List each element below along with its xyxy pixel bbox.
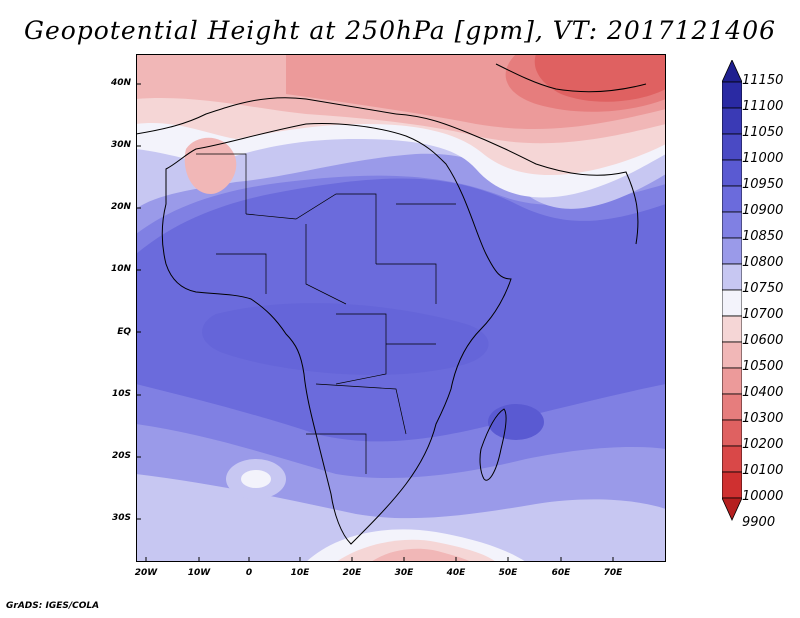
band-south-10500	[371, 548, 471, 562]
colorbar-label: 10500	[742, 359, 784, 374]
footer-credit: GrADS: IGES/COLA	[6, 601, 100, 611]
colorbar-label: 10300	[742, 411, 784, 426]
colorbar-label: 10100	[742, 463, 784, 478]
coastlines	[136, 63, 647, 545]
lon-label-20e: 20E	[342, 568, 362, 578]
band-10200	[534, 54, 666, 102]
low-pocket-madagascar	[488, 404, 544, 440]
lat-label-eq: EQ	[117, 327, 131, 337]
lat-label-40n: 40N	[110, 78, 131, 88]
colorbar-swatch	[722, 393, 742, 421]
height-field-map	[136, 54, 666, 562]
colorbar-swatch	[722, 315, 742, 343]
lat-label-30s: 30S	[111, 513, 131, 523]
colorbar-swatch	[722, 471, 742, 499]
colorbar-label: 11050	[742, 125, 784, 140]
colorbar-swatch	[722, 211, 742, 239]
colorbar-label: 10800	[742, 255, 784, 270]
colorbar-swatches	[722, 60, 742, 521]
colorbar-label: 10200	[742, 437, 784, 452]
colorbar-swatch	[722, 185, 742, 213]
colorbar-swatch	[722, 159, 742, 187]
colorbar-label: 11150	[742, 73, 784, 88]
colorbar-label: 10950	[742, 177, 784, 192]
colorbar-label: 10750	[742, 281, 784, 296]
colorbar-label: 11000	[742, 151, 784, 166]
colorbar-top-arrow	[722, 60, 742, 83]
colorbar-label: 10700	[742, 307, 784, 322]
country-borders	[196, 153, 456, 474]
map-panel	[136, 54, 666, 562]
colorbar-label: 10400	[742, 385, 784, 400]
lon-label-20w: 20W	[134, 568, 158, 578]
colorbar-label: 11100	[742, 99, 784, 114]
map-title: Geopotential Height at 250hPa [gpm], VT:…	[23, 16, 777, 45]
lon-label-50e: 50E	[498, 568, 518, 578]
colorbar-label: 10850	[742, 229, 784, 244]
axis-ticks	[136, 83, 614, 562]
colorbar-swatch	[722, 445, 742, 473]
lon-label-10e: 10E	[290, 568, 310, 578]
colorbar-swatch	[722, 289, 742, 317]
lon-label-70e: 70E	[603, 568, 623, 578]
colorbar-label: 10600	[742, 333, 784, 348]
lon-label-60e: 60E	[551, 568, 571, 578]
colorbar-swatch	[722, 107, 742, 135]
lat-label-10s: 10S	[111, 389, 131, 399]
colorbar-swatch	[722, 263, 742, 291]
colorbar-swatch	[722, 341, 742, 369]
colorbar-swatch	[722, 367, 742, 395]
colorbar-label: 9900	[742, 515, 776, 530]
colorbar	[722, 60, 742, 521]
lat-label-10n: 10N	[110, 264, 131, 274]
colorbar-label: 10900	[742, 203, 784, 218]
lat-label-20n: 20N	[110, 202, 131, 212]
colorbar-label: 10000	[742, 489, 784, 504]
lat-label-30n: 30N	[110, 140, 131, 150]
lon-label-0: 0	[245, 568, 253, 578]
lat-label-20s: 20S	[111, 451, 131, 461]
colorbar-swatch	[722, 133, 742, 161]
colorbar-bottom-arrow	[722, 497, 742, 521]
high-cell-core	[241, 470, 271, 488]
band-10500-wafrica	[184, 137, 237, 194]
colorbar-swatch	[722, 237, 742, 265]
map-frame	[136, 54, 666, 562]
lon-label-30e: 30E	[394, 568, 414, 578]
colorbar-swatch	[722, 81, 742, 109]
field-center-pocket	[202, 303, 489, 375]
lon-label-40e: 40E	[446, 568, 466, 578]
colorbar-swatch	[722, 419, 742, 447]
lon-label-10w: 10W	[187, 568, 211, 578]
